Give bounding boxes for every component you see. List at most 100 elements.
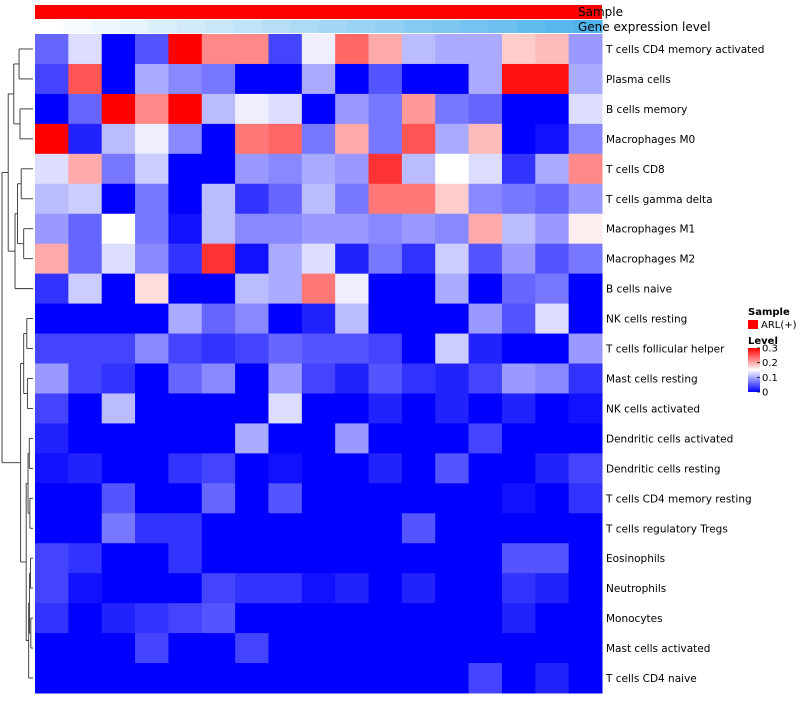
heatmap-cell — [435, 63, 470, 95]
heatmap-cell — [501, 183, 536, 215]
heatmap-cell — [235, 513, 269, 544]
heatmap-cell — [401, 183, 436, 215]
row-label: Monocytes — [606, 613, 663, 625]
heatmap-cell — [235, 453, 269, 484]
heatmap-cell — [568, 423, 603, 454]
heatmap-cell — [135, 153, 169, 185]
heatmap-cell — [101, 483, 136, 514]
heatmap-cell — [401, 543, 436, 574]
row-label: B cells naive — [606, 284, 672, 296]
heatmap-cell — [68, 333, 103, 364]
heatmap-cells — [35, 34, 603, 694]
heatmap-cell — [268, 483, 303, 514]
heatmap-cell — [135, 543, 169, 574]
heatmap-cell — [35, 423, 69, 454]
heatmap-cell — [168, 453, 203, 484]
heatmap-cell — [368, 153, 403, 185]
heatmap-cell — [401, 153, 436, 185]
legend: Sample ARL(+) Level 0.3 0.2 0.1 0 — [748, 307, 797, 399]
heatmap-cell — [401, 34, 436, 65]
heatmap-cell — [468, 273, 503, 305]
heatmap-cell — [401, 93, 436, 125]
heatmap-cell — [168, 483, 203, 514]
row-label: T cells CD4 naive — [605, 673, 697, 685]
heatmap-cell — [168, 243, 203, 275]
heatmap-cell — [335, 303, 370, 335]
heatmap-cell — [501, 34, 536, 65]
heatmap-cell — [468, 123, 503, 155]
heatmap-cell — [168, 153, 203, 185]
legend-sample-title: Sample — [748, 307, 790, 318]
heatmap-cell — [201, 513, 236, 544]
heatmap-cell — [301, 393, 336, 424]
heatmap-cell — [468, 633, 503, 664]
heatmap-cell — [501, 603, 536, 634]
heatmap-cell — [168, 423, 203, 454]
heatmap-cell — [335, 93, 370, 125]
heatmap-cell — [501, 663, 536, 694]
legend-tick-label: 0.1 — [762, 373, 778, 384]
heatmap-cell — [135, 213, 169, 245]
heatmap-cell — [268, 603, 303, 634]
heatmap-cell — [235, 153, 269, 185]
heatmap-cell — [501, 213, 536, 245]
heatmap-cell — [501, 543, 536, 574]
row-label: T cells CD8 — [605, 164, 665, 176]
heatmap-cell — [435, 423, 470, 454]
heatmap-cell — [135, 573, 169, 604]
track-gene-expression-cell — [318, 20, 348, 33]
heatmap-cell — [235, 333, 269, 364]
heatmap-cell — [201, 603, 236, 634]
heatmap-cell — [435, 93, 470, 125]
heatmap-cell — [168, 603, 203, 634]
heatmap-cell — [201, 93, 236, 125]
heatmap-cell — [101, 153, 136, 185]
heatmap-cell — [468, 573, 503, 604]
track-gene-expression-cell — [375, 20, 405, 33]
heatmap-cell — [235, 603, 269, 634]
heatmap-cell — [468, 483, 503, 514]
heatmap-cell — [401, 423, 436, 454]
heatmap-cell — [201, 573, 236, 604]
track-gene-expression-cell — [516, 20, 546, 33]
heatmap-cell — [35, 543, 69, 574]
heatmap-cell — [535, 633, 570, 664]
heatmap-cell — [501, 513, 536, 544]
heatmap-cell — [268, 213, 303, 245]
heatmap-cell — [335, 663, 370, 694]
heatmap-cell — [535, 123, 570, 155]
heatmap-cell — [368, 513, 403, 544]
track-label-gene-expression: Gene expression level — [578, 20, 711, 34]
heatmap-cell — [135, 513, 169, 544]
heatmap-cell — [101, 423, 136, 454]
heatmap-cell — [335, 603, 370, 634]
heatmap-cell — [135, 123, 169, 155]
heatmap-cell — [68, 303, 103, 335]
heatmap-cell — [568, 543, 603, 574]
heatmap-cell — [335, 513, 370, 544]
heatmap-cell — [535, 663, 570, 694]
track-gene-expression-cell — [91, 20, 121, 33]
heatmap-cell — [101, 273, 136, 305]
heatmap-cell — [301, 63, 336, 95]
heatmap-cell — [301, 273, 336, 305]
heatmap-cell — [468, 393, 503, 424]
heatmap-cell — [568, 243, 603, 275]
track-gene-expression-cell — [120, 20, 149, 33]
heatmap-cell — [268, 153, 303, 185]
track-sample-bar — [35, 5, 602, 19]
heatmap-cell — [401, 663, 436, 694]
heatmap-cell — [168, 34, 203, 65]
heatmap-cell — [368, 633, 403, 664]
heatmap-cell — [501, 483, 536, 514]
heatmap-cell — [335, 183, 370, 215]
heatmap-cell — [501, 123, 536, 155]
heatmap-cell — [235, 393, 269, 424]
heatmap-cell — [535, 453, 570, 484]
heatmap-cell — [68, 423, 103, 454]
heatmap-cell — [35, 213, 69, 245]
heatmap-cell — [235, 34, 269, 65]
heatmap-cell — [135, 183, 169, 215]
heatmap-cell — [268, 273, 303, 305]
heatmap-cell — [35, 93, 69, 125]
